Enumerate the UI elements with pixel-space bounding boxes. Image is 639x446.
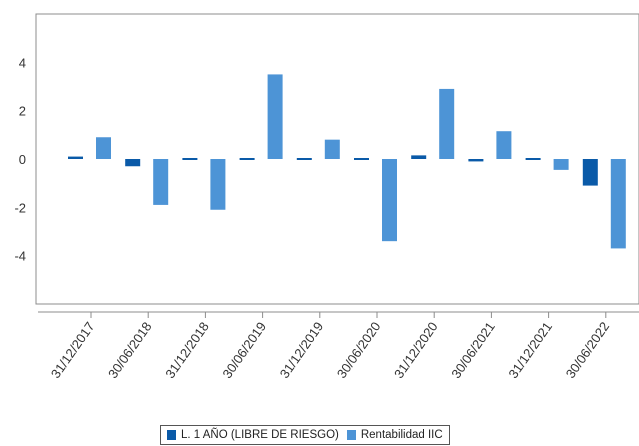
legend-item-series-2[interactable]: Rentabilidad IIC (346, 429, 443, 441)
bar-series-1-8[interactable] (525, 158, 541, 160)
bar-series-2-2[interactable] (210, 159, 226, 210)
bar-series-2-7[interactable] (496, 131, 512, 159)
bar-series-1-9[interactable] (582, 159, 598, 186)
bar-series-1-2[interactable] (182, 158, 198, 160)
y-tick-label: 0 (19, 152, 26, 167)
bar-series-2-4[interactable] (324, 139, 340, 159)
legend-swatch-series-1 (167, 430, 176, 440)
bar-series-2-9[interactable] (610, 159, 626, 249)
bar-series-1-1[interactable] (125, 159, 141, 167)
bar-series-1-4[interactable] (296, 158, 312, 160)
x-tick-label: 31/12/2021 (505, 319, 555, 381)
bar-series-2-8[interactable] (553, 159, 569, 170)
y-axis: 4 2 0 -2 -4 (14, 55, 26, 263)
x-tick-label: 30/06/2019 (219, 319, 269, 381)
legend-label-series-1: L. 1 AÑO (LIBRE DE RIESGO) (181, 429, 339, 441)
x-tick-label: 31/12/2020 (391, 319, 441, 381)
bar-series-1-6[interactable] (411, 155, 427, 159)
x-tick-label: 30/06/2018 (105, 319, 155, 381)
x-tick-label: 30/06/2021 (448, 319, 498, 381)
bar-series-1-7[interactable] (468, 159, 484, 162)
x-tick-label: 30/06/2020 (334, 319, 384, 381)
x-tick-label: 31/12/2018 (162, 319, 212, 381)
bar-series-1-3[interactable] (239, 158, 255, 160)
x-tick-label: 31/12/2019 (277, 319, 327, 381)
y-tick-label: 4 (19, 55, 26, 70)
y-tick-label: -4 (14, 249, 26, 264)
bar-series-2-6[interactable] (439, 88, 455, 159)
bar-series-2-1[interactable] (153, 159, 169, 205)
bars (68, 74, 626, 249)
x-tick-label: 31/12/2017 (48, 319, 98, 381)
legend: L. 1 AÑO (LIBRE DE RIESGO) Rentabilidad … (160, 425, 450, 445)
legend-item-series-1[interactable]: L. 1 AÑO (LIBRE DE RIESGO) (167, 429, 339, 441)
bar-series-1-0[interactable] (68, 156, 83, 159)
y-tick-label: 2 (19, 104, 26, 119)
y-tick-label: -2 (14, 200, 26, 215)
legend-swatch-series-2 (346, 430, 356, 440)
bar-series-2-0[interactable] (96, 137, 111, 159)
x-axis: 31/12/2017 30/06/2018 31/12/2018 30/06/2019… (48, 312, 612, 381)
bar-series-1-5[interactable] (354, 158, 369, 160)
bar-series-2-5[interactable] (382, 159, 397, 242)
bar-series-2-3[interactable] (267, 74, 283, 159)
legend-label-series-2: Rentabilidad IIC (360, 429, 443, 441)
x-tick-label: 30/06/2022 (563, 319, 613, 381)
